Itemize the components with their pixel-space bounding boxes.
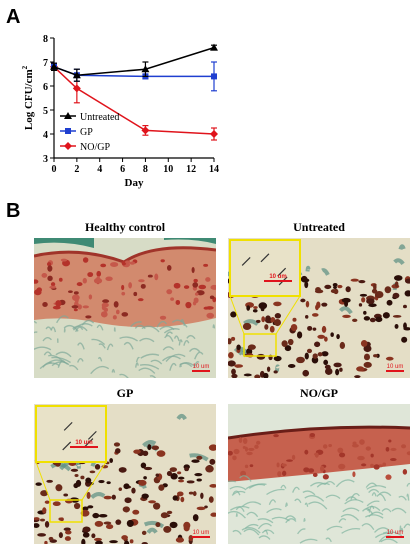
panel-b-letter: B xyxy=(6,200,21,222)
panel-title-healthy: Healthy control xyxy=(84,220,166,234)
zoom-inset: 10 um xyxy=(35,405,107,523)
diamond-marker xyxy=(141,126,150,135)
triangle-marker xyxy=(64,112,72,119)
triangle-marker xyxy=(72,71,81,79)
scale-bar: 10 um xyxy=(192,530,210,538)
arrow-icon xyxy=(84,438,94,447)
x-tick-label: 14 xyxy=(209,164,219,175)
micrograph-nogp: 10 um xyxy=(228,404,410,544)
y-tick-label: 6 xyxy=(43,82,48,93)
y-tick-label: 3 xyxy=(43,154,48,165)
x-tick-label: 8 xyxy=(143,164,148,175)
y-tick-label: 4 xyxy=(43,130,48,141)
chart-legend: Untreated GP NO/GP xyxy=(60,112,119,153)
series-untreated xyxy=(50,43,218,82)
micrograph-untreated: 10 um 10 um xyxy=(228,238,410,378)
square-marker xyxy=(211,73,217,80)
legend-label: NO/GP xyxy=(80,142,110,153)
x-tick-label: 2 xyxy=(74,164,79,175)
y-axis-label: Log CFU/cm2 xyxy=(21,65,35,130)
triangle-marker xyxy=(141,65,150,73)
diamond-marker xyxy=(210,130,218,138)
inset-source-box xyxy=(243,333,277,357)
x-tick-label: 4 xyxy=(97,164,102,175)
scale-bar: 10 um xyxy=(192,364,210,372)
panel-a-letter: A xyxy=(6,6,21,28)
x-tick-label: 0 xyxy=(52,164,57,175)
y-tick-label: 8 xyxy=(43,34,48,45)
x-tick-label: 10 xyxy=(163,164,173,175)
diamond-marker xyxy=(72,84,81,93)
y-tick-label: 7 xyxy=(43,58,48,69)
panel-title-nogp: NO/GP xyxy=(300,386,338,400)
legend-label: GP xyxy=(80,127,93,138)
zoom-inset: 10 um xyxy=(229,239,301,357)
x-tick-label: 6 xyxy=(120,164,125,175)
arrow-icon xyxy=(62,441,72,451)
scale-bar: 10 um xyxy=(386,364,404,372)
stratum-corneum xyxy=(228,425,410,440)
cfu-line-chart: 3 4 5 6 7 8 0 2 4 6 8 10 12 14 Day Log CFU/cm2 Untreated… xyxy=(21,34,219,189)
scale-bar-label: 10 um xyxy=(387,530,404,536)
inset-scale-label: 10 um xyxy=(269,274,286,280)
inset-source-box xyxy=(49,499,83,523)
series-line xyxy=(53,46,215,76)
scale-bar-label: 10 um xyxy=(387,364,404,370)
arrow-icon xyxy=(241,257,251,266)
scale-bar-label: 10 um xyxy=(193,530,210,536)
panel-title-untreated: Untreated xyxy=(293,220,345,234)
x-tick-label: 12 xyxy=(186,164,196,175)
scale-bar-label: 10 um xyxy=(193,364,210,370)
panel-title-gp: GP xyxy=(116,386,134,400)
legend-label: Untreated xyxy=(80,112,119,123)
scale-bar: 10 um xyxy=(386,530,404,538)
triangle-marker xyxy=(50,62,58,70)
square-marker xyxy=(65,128,71,134)
arrow-icon xyxy=(260,253,270,263)
arrow-icon xyxy=(277,267,287,277)
micrograph-healthy-control: 10 um xyxy=(34,238,216,378)
arrow-icon xyxy=(87,430,97,440)
y-tick-label: 5 xyxy=(43,106,48,117)
arrow-icon xyxy=(63,421,73,431)
x-axis-label: Day xyxy=(125,177,144,189)
inset-scale-label: 10 um xyxy=(75,440,92,446)
micrograph-gp: 10 um 10 um xyxy=(34,404,216,544)
series-line xyxy=(53,66,215,135)
diamond-marker xyxy=(64,142,72,150)
triangle-marker xyxy=(210,43,218,51)
